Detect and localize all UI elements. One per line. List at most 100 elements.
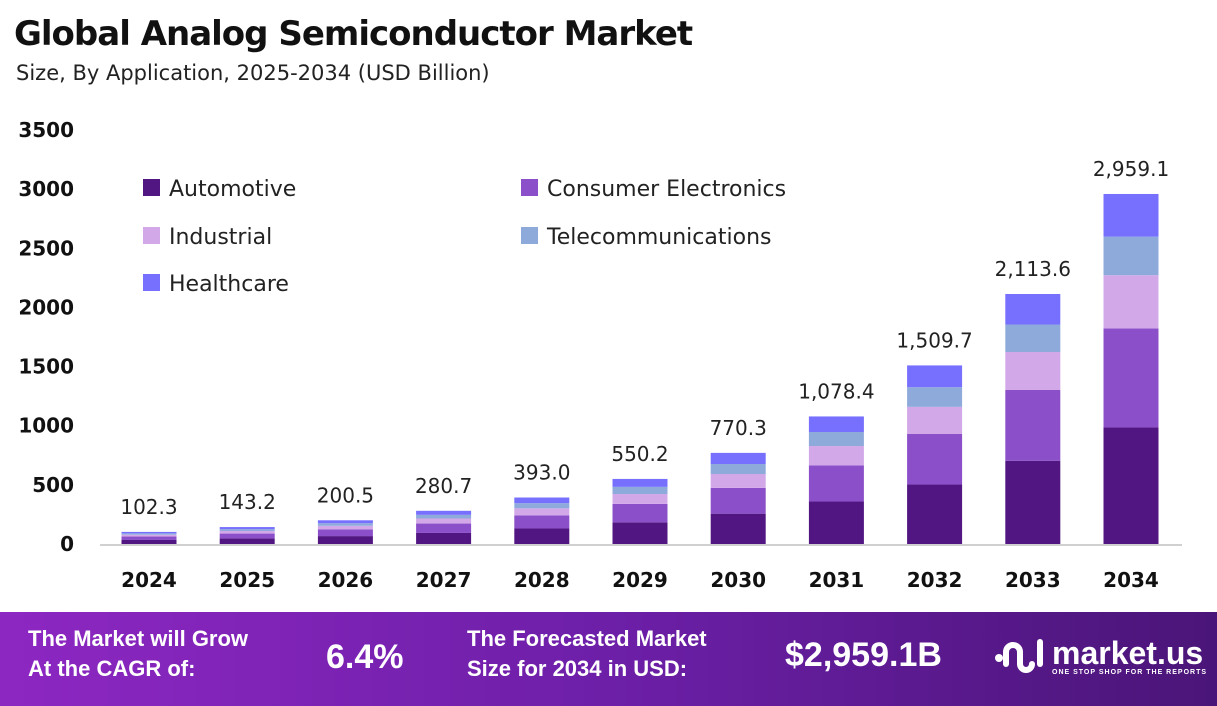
legend-swatch: [521, 179, 538, 196]
total-data-label: 1,078.4: [798, 379, 874, 403]
bar-segment-automotive: [710, 513, 766, 544]
bar-segment-telecommunications: [907, 387, 963, 407]
market-us-logo: market.us ONE STOP SHOP FOR THE REPORTS: [994, 634, 1207, 678]
bar-segment-healthcare: [416, 510, 472, 515]
total-data-label: 1,509.7: [896, 328, 972, 352]
total-data-label: 770.3: [710, 416, 767, 440]
bar-segment-consumer-electronics: [1005, 390, 1061, 461]
bar-segment-industrial: [907, 406, 963, 435]
x-tick-label: 2026: [318, 568, 374, 592]
x-tick-label: 2027: [416, 568, 472, 592]
cagr-label: The Market will Grow At the CAGR of:: [28, 624, 248, 684]
bar-segment-healthcare: [710, 452, 766, 465]
bar-segment-telecommunications: [317, 523, 373, 526]
footer-banner: The Market will Grow At the CAGR of: 6.4…: [0, 612, 1217, 706]
logo-icon: [995, 639, 1043, 673]
x-tick-label: 2030: [710, 568, 766, 592]
bar-segment-healthcare: [219, 527, 275, 530]
bar-segment-healthcare: [808, 416, 864, 433]
legend-label: Consumer Electronics: [547, 177, 786, 202]
bar-segment-automotive: [121, 539, 177, 544]
forecast-label-line2: Size for 2034 in USD:: [467, 656, 688, 681]
y-tick-label: 2000: [18, 295, 74, 319]
bar-segment-telecommunications: [416, 514, 472, 519]
total-data-label: 2,113.6: [995, 257, 1071, 281]
forecast-label: The Forecasted Market Size for 2034 in U…: [467, 624, 707, 684]
total-data-label: 2,959.1: [1093, 157, 1169, 181]
bar-segment-automotive: [219, 538, 275, 544]
y-tick-label: 3500: [18, 118, 74, 142]
cagr-value: 6.4%: [326, 638, 404, 676]
bar-segment-industrial: [710, 474, 766, 488]
bar-segment-industrial: [416, 518, 472, 524]
bar-segment-industrial: [612, 494, 668, 504]
y-tick-label: 2500: [18, 236, 74, 260]
bar-segment-healthcare: [1005, 293, 1061, 325]
brand-tagline: ONE STOP SHOP FOR THE REPORTS: [1052, 668, 1208, 676]
bar-segment-automotive: [1005, 460, 1061, 544]
stacked-bar-chart: 0 500 1000 1500 2000 2500 3000 3500 102.3 2024 143…: [18, 118, 1182, 592]
x-tick-label: 2034: [1103, 568, 1159, 592]
x-tick-label: 2032: [907, 568, 963, 592]
y-tick-label: 0: [60, 532, 74, 556]
legend-label: Healthcare: [169, 272, 289, 297]
bar-segment-healthcare: [121, 531, 177, 534]
y-tick-label: 3000: [18, 177, 74, 201]
x-tick-label: 2024: [121, 568, 177, 592]
x-tick-label: 2033: [1005, 568, 1061, 592]
bar-segment-telecommunications: [710, 464, 766, 475]
bar-segment-industrial: [1005, 351, 1061, 391]
bar-segment-consumer-electronics: [907, 434, 963, 485]
forecast-value: $2,959.1B: [785, 636, 942, 674]
bar-segment-telecommunications: [612, 486, 668, 495]
bar-segment-consumer-electronics: [317, 529, 373, 537]
x-tick-label: 2029: [612, 568, 668, 592]
total-data-label: 143.2: [219, 490, 276, 514]
bar-segment-consumer-electronics: [612, 503, 668, 523]
legend-swatch: [143, 227, 160, 244]
bar-segment-industrial: [514, 508, 570, 516]
bar-segment-consumer-electronics: [514, 515, 570, 529]
legend-label: Industrial: [169, 225, 272, 250]
bar-segment-telecommunications: [1103, 236, 1159, 276]
total-data-label: 550.2: [611, 442, 668, 466]
bar-segment-consumer-electronics: [416, 523, 472, 533]
bar-segment-consumer-electronics: [808, 465, 864, 502]
y-tick-label: 500: [32, 473, 74, 497]
bar-segment-automotive: [612, 522, 668, 544]
chart-title: Global Analog Semiconductor Market: [14, 14, 693, 54]
total-data-label: 393.0: [513, 461, 570, 485]
bar-segment-consumer-electronics: [219, 533, 275, 539]
bar-segment-automotive: [514, 528, 570, 544]
total-data-label: 280.7: [415, 474, 472, 498]
legend-swatch: [143, 179, 160, 196]
bar-segment-telecommunications: [514, 503, 570, 509]
cagr-label-line1: The Market will Grow: [28, 626, 249, 651]
bar-segment-automotive: [907, 484, 963, 544]
bar-segment-industrial: [317, 525, 373, 530]
total-data-label: 102.3: [120, 495, 177, 519]
bar-segment-automotive: [1103, 427, 1159, 544]
bar-segment-automotive: [416, 532, 472, 544]
bar-segment-telecommunications: [808, 432, 864, 447]
bar-segment-healthcare: [514, 497, 570, 504]
legend-swatch: [143, 274, 160, 291]
bar-segment-industrial: [1103, 275, 1159, 329]
bar-segment-industrial: [121, 534, 177, 537]
bar-segment-automotive: [317, 536, 373, 544]
bar-segment-automotive: [808, 501, 864, 544]
bar-segment-healthcare: [907, 365, 963, 388]
bar-segment-consumer-electronics: [1103, 328, 1159, 428]
chart-subtitle: Size, By Application, 2025-2034 (USD Bil…: [16, 61, 490, 85]
bar-segment-consumer-electronics: [121, 536, 177, 540]
forecast-label-line1: The Forecasted Market: [467, 626, 707, 651]
x-tick-label: 2025: [219, 568, 275, 592]
legend-label: Telecommunications: [546, 225, 771, 250]
bar-segment-healthcare: [317, 520, 373, 524]
cagr-label-line2: At the CAGR of:: [28, 656, 196, 681]
bar-segment-consumer-electronics: [710, 487, 766, 514]
total-data-label: 200.5: [317, 483, 374, 507]
brand-name: market.us: [1052, 634, 1204, 671]
bar-segment-healthcare: [612, 478, 668, 487]
x-tick-label: 2031: [809, 568, 865, 592]
